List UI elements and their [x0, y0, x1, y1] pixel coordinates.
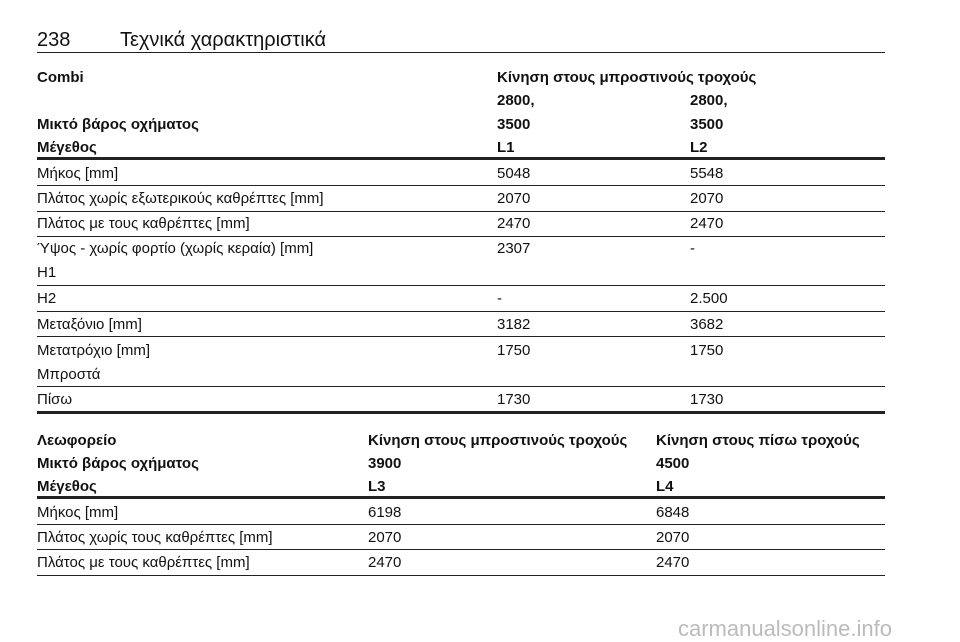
table-cell: -: [690, 240, 695, 257]
table-cell: Μήκος [mm]: [37, 165, 119, 182]
header-cell: L3: [368, 478, 386, 495]
watermark: carmanualsonline.info: [677, 616, 892, 641]
header-cell: Combi: [37, 69, 84, 86]
table-cell: H1: [37, 264, 57, 281]
row-rule: [37, 211, 885, 212]
row-rule: [37, 285, 885, 286]
table-cell: Μεταξόνιο [mm]: [37, 316, 142, 333]
page-title: Τεχνικά χαρακτηριστικά: [120, 29, 327, 51]
header-cell: L1: [497, 139, 515, 156]
table-cell: 2470: [368, 554, 402, 571]
table-cell: 1730: [497, 391, 531, 408]
table-cell: 2470: [690, 215, 724, 232]
header-rule: [37, 52, 885, 53]
table-cell: 1750: [497, 342, 531, 359]
table-cell: Πλάτος χωρίς εξωτερικούς καθρέπτες [mm]: [37, 190, 324, 207]
row-rule: [37, 549, 885, 550]
table-cell: Πλάτος με τους καθρέπτες [mm]: [37, 215, 250, 232]
header-cell: 2800,: [690, 92, 728, 109]
table-cell: Μπροστά: [37, 366, 101, 383]
header-cell: Μικτό βάρος οχήματος: [37, 455, 199, 472]
row-rule: [37, 575, 885, 576]
table-cell: 2470: [656, 554, 690, 571]
header-cell: 3500: [497, 116, 531, 133]
table-cell: 3682: [690, 316, 724, 333]
row-rule: [37, 336, 885, 337]
table-cell: Πλάτος με τους καθρέπτες [mm]: [37, 554, 250, 571]
table-cell: Μετατρόχιο [mm]: [37, 342, 151, 359]
table-cell: 1750: [690, 342, 724, 359]
table-cell: 6848: [656, 504, 690, 521]
table-cell: 2307: [497, 240, 531, 257]
row-rule: [37, 236, 885, 237]
row-rule: [37, 311, 885, 312]
header-cell: Μέγεθος: [37, 139, 97, 156]
row-rule: [37, 411, 885, 414]
header-cell: Μικτό βάρος οχήματος: [37, 116, 199, 133]
header-cell: 4500: [656, 455, 690, 472]
table-cell: H2: [37, 290, 57, 307]
table-cell: 5548: [690, 165, 724, 182]
header-cell: Λεωφορείο: [37, 432, 117, 449]
header-cell: Μέγεθος: [37, 478, 97, 495]
header-cell: Κίνηση στους πίσω τροχούς: [656, 432, 860, 449]
row-rule: [37, 524, 885, 525]
table-cell: -: [497, 290, 502, 307]
table-cell: 3182: [497, 316, 531, 333]
page-number: 238: [37, 29, 71, 51]
table-cell: Μήκος [mm]: [37, 504, 119, 521]
table-cell: 2070: [368, 529, 402, 546]
table-cell: Ύψος - χωρίς φορτίο (χωρίς κεραία) [mm]: [37, 240, 314, 257]
row-rule: [37, 185, 885, 186]
header-rule: [37, 496, 885, 499]
table-cell: 2070: [497, 190, 531, 207]
row-rule: [37, 386, 885, 387]
header-cell: Κίνηση στους μπροστινούς τροχούς: [368, 432, 628, 449]
table-cell: Πλάτος χωρίς τους καθρέπτες [mm]: [37, 529, 273, 546]
table-cell: Πίσω: [37, 391, 73, 408]
table-cell: 5048: [497, 165, 531, 182]
header-cell: 3900: [368, 455, 402, 472]
header-cell: 2800,: [497, 92, 535, 109]
header-cell: 3500: [690, 116, 724, 133]
header-cell: L4: [656, 478, 674, 495]
table-cell: 6198: [368, 504, 402, 521]
table-cell: 2470: [497, 215, 531, 232]
header-cell: Κίνηση στους μπροστινούς τροχούς: [497, 69, 757, 86]
table-cell: 2070: [656, 529, 690, 546]
table-cell: 1730: [690, 391, 724, 408]
table-cell: 2.500: [690, 290, 728, 307]
table-cell: 2070: [690, 190, 724, 207]
header-rule: [37, 157, 885, 160]
header-cell: L2: [690, 139, 708, 156]
